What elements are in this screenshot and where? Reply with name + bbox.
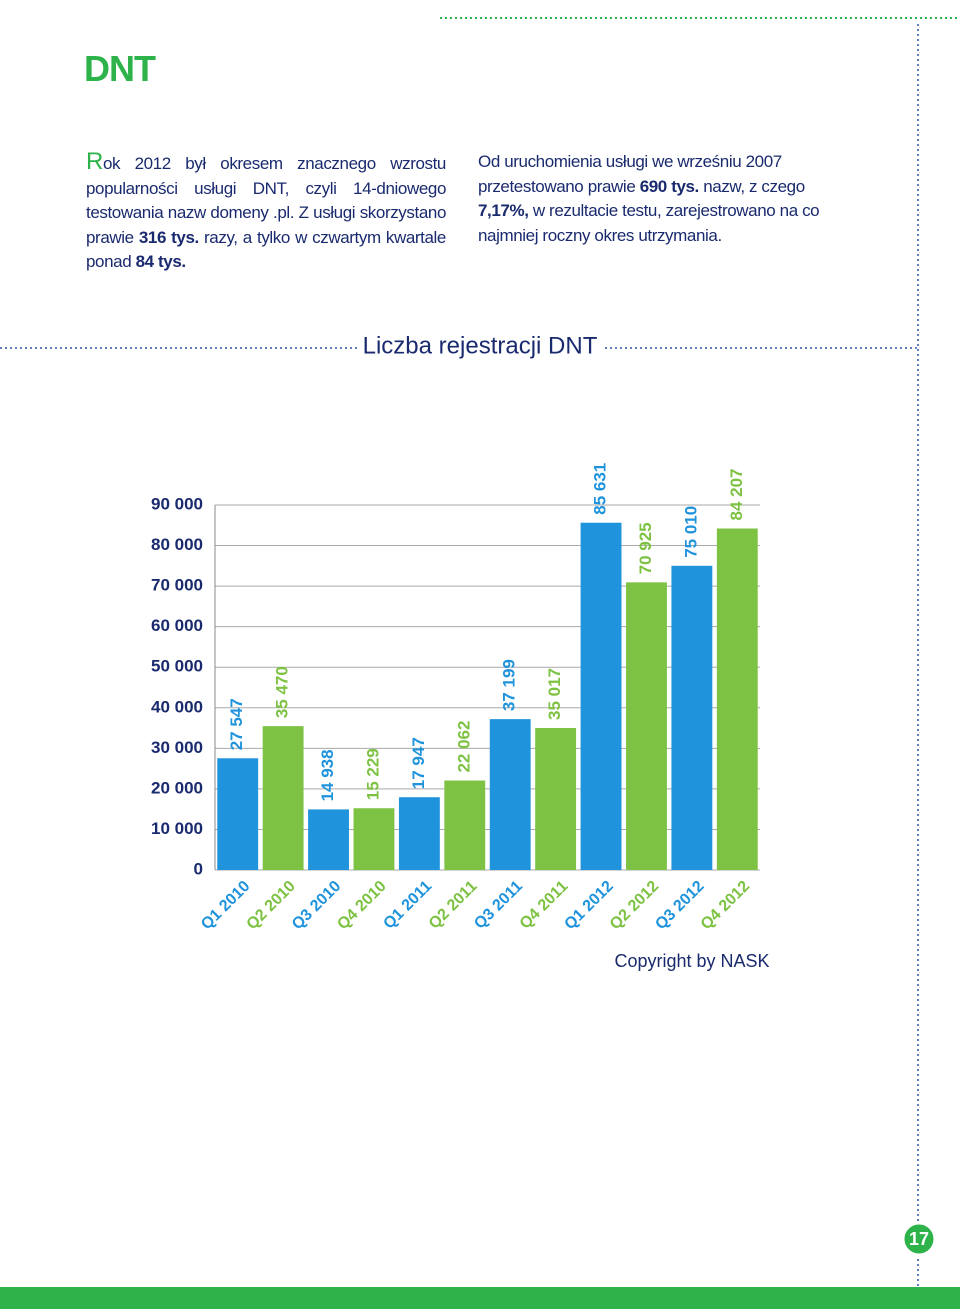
bold-text: 316 tys. [138, 227, 199, 247]
text: w rezultacie testu, zarejestrowano na co… [478, 201, 820, 245]
x-tick-label: Q1 2010 [198, 878, 254, 934]
y-tick-label: 80 000 [151, 535, 203, 554]
x-tick-label: Q4 2010 [334, 878, 390, 934]
y-tick-label: 0 [194, 859, 203, 878]
text: razy, a tylko w czwartym kwartale ponad [86, 227, 446, 272]
value-label: 75 010 [681, 506, 700, 558]
value-label: 85 631 [591, 463, 610, 515]
bar [398, 797, 440, 870]
page-title: DNT [84, 48, 156, 89]
x-tick-label: Q2 2011 [426, 878, 481, 933]
x-tick-label: Q4 2012 [698, 878, 754, 934]
y-tick-label: 60 000 [151, 616, 203, 635]
bar [671, 565, 713, 870]
x-tick-label: Q2 2010 [244, 878, 300, 934]
value-label: 35 017 [545, 668, 564, 720]
bar [353, 808, 395, 870]
footer-bar [0, 1287, 960, 1309]
x-tick-label: Q1 2012 [561, 878, 617, 934]
bar [535, 727, 577, 870]
x-tick-label: Q3 2012 [652, 878, 708, 934]
y-tick-label: 70 000 [151, 576, 203, 595]
value-label: 22 062 [454, 721, 473, 773]
paragraph: Rok 2012 był okresem znacznego wzrostu p… [86, 148, 446, 275]
bar [626, 582, 667, 870]
y-tick-label: 40 000 [151, 697, 203, 716]
bar [580, 522, 622, 870]
y-tick-label: 90 000 [151, 494, 203, 513]
bar [489, 719, 531, 870]
y-tick-label: 50 000 [151, 657, 203, 676]
text: Rok 2012 był okresem znacznego wzrostu p… [86, 148, 446, 247]
x-tick-label: Q3 2011 [471, 878, 526, 933]
text: nazw, z czego [698, 176, 805, 196]
bar [217, 758, 259, 870]
page-badge [901, 1221, 937, 1257]
page-number: 17 [909, 1229, 929, 1249]
bar [716, 528, 758, 870]
x-tick-label: Q3 2010 [289, 878, 345, 934]
bar [308, 809, 349, 870]
value-label: 35 470 [273, 666, 292, 718]
paragraph: Od uruchomienia usługi we wrześniu 2007 … [478, 150, 858, 248]
value-label: 37 199 [500, 659, 519, 711]
bold-text: 690 tys. [639, 176, 700, 196]
text: Od uruchomienia usługi we wrześniu 2007 … [478, 152, 782, 196]
x-tick-label: Q2 2012 [607, 878, 663, 934]
bar [262, 726, 304, 870]
bold-text: 7,17%, [478, 201, 529, 220]
y-tick-label: 30 000 [151, 738, 203, 757]
value-label: 70 925 [636, 522, 655, 574]
value-label: 27 547 [227, 698, 246, 750]
bold-text: 84 tys. [135, 252, 187, 271]
value-label: 84 207 [727, 468, 746, 520]
x-tick-label: Q1 2011 [380, 878, 435, 933]
value-label: 14 938 [318, 749, 337, 801]
value-label: 17 947 [409, 737, 428, 789]
y-tick-label: 20 000 [151, 778, 203, 797]
y-tick-label: 10 000 [151, 819, 203, 838]
chart-title: Liczba rejestracji DNT [363, 332, 598, 359]
bar [444, 780, 486, 870]
value-label: 15 229 [363, 748, 382, 800]
copyright: Copyright by NASK [614, 951, 769, 971]
